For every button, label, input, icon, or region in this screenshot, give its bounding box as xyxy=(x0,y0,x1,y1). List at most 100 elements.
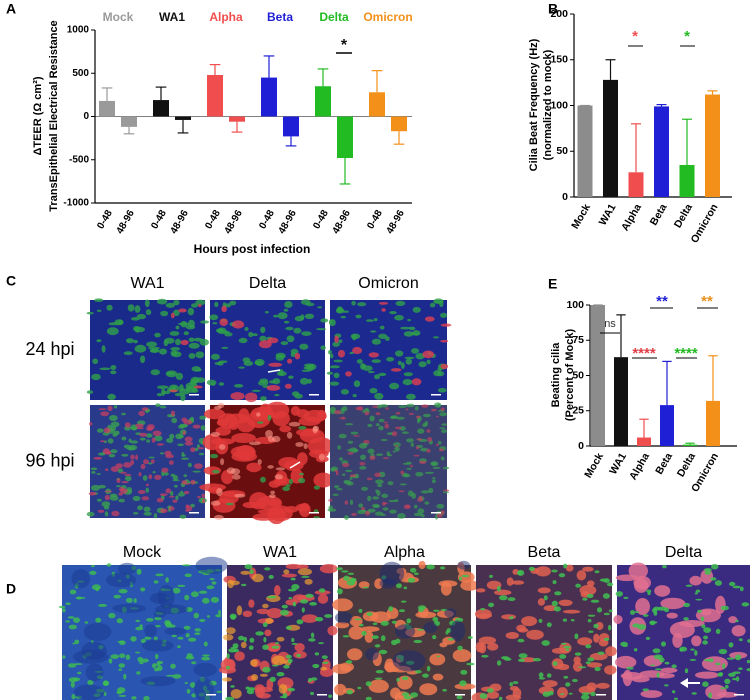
image-feature xyxy=(396,677,400,682)
image-feature xyxy=(518,653,528,659)
image-feature xyxy=(86,511,95,517)
legend-label: Omicron xyxy=(363,10,412,24)
image-feature xyxy=(159,452,165,455)
image-feature xyxy=(358,608,363,613)
image-feature xyxy=(265,401,290,419)
image-feature xyxy=(476,613,492,618)
image-feature xyxy=(418,607,424,613)
image-feature xyxy=(156,443,164,446)
image-feature xyxy=(440,363,449,369)
image-feature xyxy=(169,495,175,498)
image-feature xyxy=(135,626,144,631)
image-feature xyxy=(262,644,269,650)
y-tick-label: 75 xyxy=(572,334,584,346)
image-feature xyxy=(214,514,224,520)
image-feature xyxy=(337,445,341,450)
image-feature xyxy=(722,663,726,669)
image-feature xyxy=(301,331,312,336)
image-feature xyxy=(416,446,420,450)
image-feature xyxy=(156,497,164,503)
image-feature xyxy=(354,618,362,621)
image-tile xyxy=(218,563,338,700)
image-feature xyxy=(563,563,568,569)
image-feature xyxy=(436,415,439,418)
image-feature xyxy=(613,615,623,624)
image-feature xyxy=(394,314,404,321)
image-feature xyxy=(184,682,188,684)
image-feature xyxy=(466,662,475,666)
image-feature xyxy=(124,473,132,477)
image-feature xyxy=(691,635,702,647)
image-feature xyxy=(194,463,203,469)
image-feature xyxy=(214,301,219,307)
image-feature xyxy=(223,657,231,667)
panel-letter: D xyxy=(6,581,16,597)
image-feature xyxy=(418,560,426,570)
image-feature xyxy=(118,498,125,503)
image-feature xyxy=(509,616,514,620)
image-feature xyxy=(352,346,363,355)
image-feature xyxy=(413,504,418,509)
scale-bar xyxy=(455,694,465,696)
image-feature xyxy=(396,416,405,420)
image-feature xyxy=(422,413,431,418)
image-feature xyxy=(151,437,156,443)
image-feature xyxy=(62,608,66,613)
image-feature xyxy=(106,304,113,311)
image-feature xyxy=(378,372,387,377)
image-feature xyxy=(285,484,291,487)
y-tick-label: 25 xyxy=(572,405,584,417)
image-feature xyxy=(398,405,407,408)
image-feature xyxy=(172,587,181,594)
image-feature xyxy=(371,338,381,345)
image-feature xyxy=(225,696,235,700)
image-feature xyxy=(73,617,80,623)
image-feature xyxy=(431,462,437,466)
image-feature xyxy=(562,618,568,622)
image-feature xyxy=(65,602,71,606)
image-feature xyxy=(374,374,380,380)
image-feature xyxy=(590,599,600,603)
image-feature xyxy=(96,428,104,433)
image-feature xyxy=(640,690,663,698)
image-feature xyxy=(324,614,333,618)
image-feature xyxy=(348,626,364,640)
image-feature xyxy=(573,661,583,672)
image-feature xyxy=(106,327,119,336)
image-feature xyxy=(332,663,352,675)
image-feature xyxy=(587,662,603,668)
image-feature xyxy=(285,654,292,659)
image-feature xyxy=(406,504,410,508)
image-feature xyxy=(731,625,746,637)
image-feature xyxy=(528,566,535,572)
image-feature xyxy=(298,477,306,484)
image-feature xyxy=(195,299,206,306)
image-feature xyxy=(133,598,137,603)
image-feature xyxy=(501,656,510,660)
image-feature xyxy=(77,671,82,675)
image-feature xyxy=(118,562,137,575)
image-feature xyxy=(553,606,561,612)
image-feature xyxy=(165,488,172,494)
image-feature xyxy=(413,512,423,517)
bar xyxy=(679,164,695,197)
image-feature xyxy=(339,457,343,461)
image-feature xyxy=(319,564,338,574)
image-feature xyxy=(717,672,723,677)
image-feature xyxy=(187,307,195,316)
image-feature xyxy=(543,605,558,612)
image-feature xyxy=(151,459,155,464)
image-feature xyxy=(374,644,381,648)
image-feature xyxy=(381,308,386,312)
image-feature xyxy=(184,441,194,446)
image-feature xyxy=(140,587,146,592)
image-feature xyxy=(395,300,406,306)
image-feature xyxy=(286,431,293,439)
image-feature xyxy=(295,442,304,447)
image-feature xyxy=(346,449,352,452)
image-feature xyxy=(363,440,370,444)
image-feature xyxy=(186,688,191,694)
image-feature xyxy=(164,620,171,626)
image-feature xyxy=(403,586,408,590)
image-feature xyxy=(150,369,160,376)
